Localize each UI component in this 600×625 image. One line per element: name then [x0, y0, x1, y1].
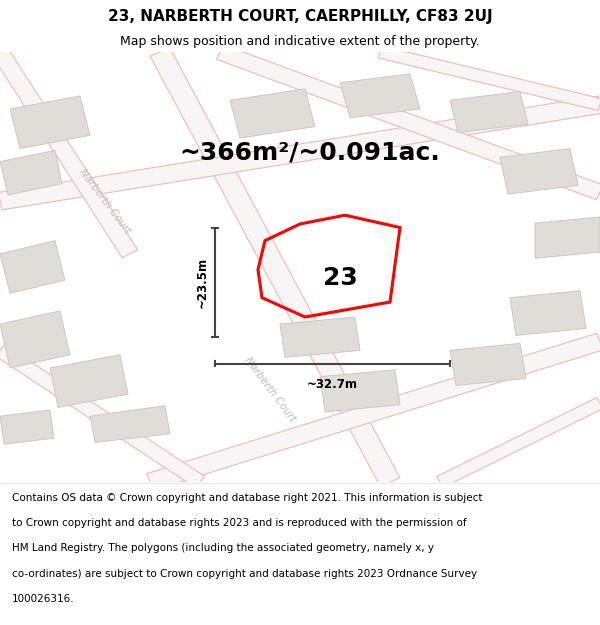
Text: ~23.5m: ~23.5m: [196, 257, 209, 308]
Text: 23, NARBERTH COURT, CAERPHILLY, CF83 2UJ: 23, NARBERTH COURT, CAERPHILLY, CF83 2UJ: [107, 9, 493, 24]
Text: Narberth Court: Narberth Court: [77, 167, 133, 236]
Polygon shape: [0, 311, 70, 368]
Polygon shape: [50, 355, 128, 408]
Text: Narberth Court: Narberth Court: [242, 356, 298, 424]
Polygon shape: [0, 345, 205, 488]
Text: HM Land Registry. The polygons (including the associated geometry, namely x, y: HM Land Registry. The polygons (includin…: [12, 544, 434, 554]
Polygon shape: [217, 45, 600, 199]
Text: 23: 23: [323, 266, 358, 291]
Polygon shape: [90, 406, 170, 442]
Polygon shape: [500, 149, 578, 194]
Polygon shape: [450, 91, 528, 132]
Polygon shape: [150, 48, 400, 486]
Polygon shape: [0, 96, 600, 210]
Polygon shape: [0, 410, 54, 444]
Polygon shape: [280, 317, 360, 357]
Polygon shape: [230, 89, 315, 138]
Polygon shape: [340, 74, 420, 118]
Polygon shape: [320, 369, 400, 412]
Text: co-ordinates) are subject to Crown copyright and database rights 2023 Ordnance S: co-ordinates) are subject to Crown copyr…: [12, 569, 477, 579]
Polygon shape: [10, 96, 90, 149]
Text: Contains OS data © Crown copyright and database right 2021. This information is : Contains OS data © Crown copyright and d…: [12, 494, 482, 504]
Text: ~32.7m: ~32.7m: [307, 378, 358, 391]
Text: ~366m²/~0.091ac.: ~366m²/~0.091ac.: [179, 141, 440, 165]
Text: Map shows position and indicative extent of the property.: Map shows position and indicative extent…: [120, 36, 480, 48]
Polygon shape: [378, 46, 600, 111]
Polygon shape: [0, 48, 138, 258]
Polygon shape: [450, 343, 526, 386]
Text: 100026316.: 100026316.: [12, 594, 74, 604]
Polygon shape: [510, 291, 586, 336]
Polygon shape: [146, 333, 600, 490]
Polygon shape: [437, 398, 600, 488]
Text: to Crown copyright and database rights 2023 and is reproduced with the permissio: to Crown copyright and database rights 2…: [12, 519, 467, 529]
Polygon shape: [0, 241, 65, 293]
Polygon shape: [0, 150, 62, 195]
Polygon shape: [535, 217, 600, 258]
